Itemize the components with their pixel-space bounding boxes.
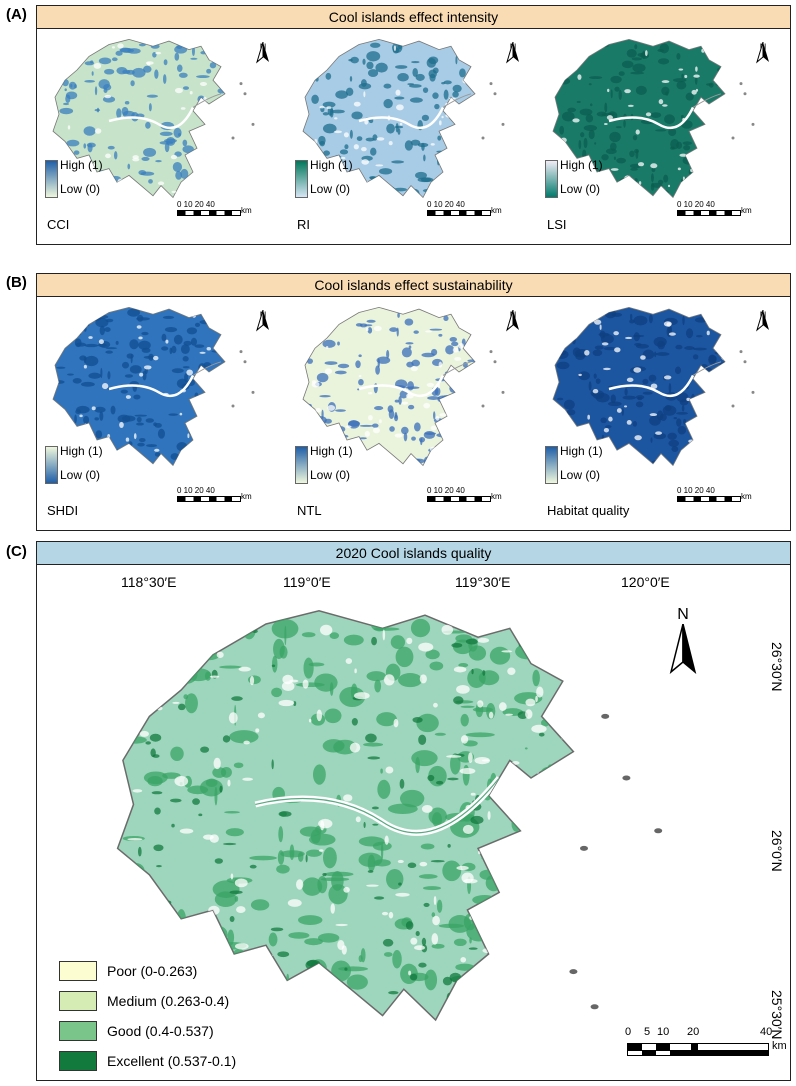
- quality-legend: Poor (0-0.263) Medium (0.263-0.4) Good (…: [59, 956, 236, 1076]
- main-north-arrow: N: [665, 606, 701, 679]
- map-habitat-quality: N High (1) Low (0) Habitat quality 0 10 20 4…: [541, 298, 789, 528]
- map-region-shape: [302, 306, 505, 467]
- panel-a-title: Cool islands effect intensity: [37, 6, 790, 29]
- legend-swatch-poor: [59, 961, 97, 981]
- map-region-shape: [52, 38, 255, 199]
- color-ramp: [45, 446, 58, 484]
- legend-high: High (1): [310, 158, 353, 172]
- lon-label-3: 119°30′E: [455, 574, 511, 590]
- scale-unit: km: [241, 492, 252, 501]
- lon-label-4: 120°0′E: [621, 574, 670, 590]
- color-ramp: [545, 446, 558, 484]
- legend-low: Low (0): [560, 468, 601, 482]
- panel-c-frame: 2020 Cool islands quality 118°30′E 119°0…: [36, 541, 791, 1081]
- legend-low: Low (0): [60, 182, 101, 196]
- map-region-shape: [552, 306, 755, 467]
- scale-ticks: 0 10 20 40: [177, 486, 215, 495]
- map-cci: N High (1) Low (0) CCI 0 10 20 40 km: [41, 30, 289, 242]
- north-arrow-icon: [256, 42, 269, 64]
- scale-unit: km: [241, 206, 252, 215]
- north-arrow: N: [753, 42, 773, 64]
- scale-unit: km: [741, 492, 752, 501]
- north-arrow-icon: [506, 310, 519, 332]
- scale-ticks: 0 10 20 40: [177, 200, 215, 209]
- map-region-shape: [552, 38, 755, 199]
- color-ramp: [295, 160, 308, 198]
- legend-item-excellent: Excellent (0.537-0.1): [59, 1046, 236, 1076]
- map-name: LSI: [547, 217, 567, 232]
- legend-item-poor: Poor (0-0.263): [59, 956, 236, 986]
- map-lsi: N High (1) Low (0) LSI 0 10 20 40 km: [541, 30, 789, 242]
- main-scale-bar: 0 5 10 20 40 km: [625, 1026, 787, 1066]
- map-name: SHDI: [47, 503, 79, 518]
- scale-tick-10: 10: [657, 1026, 670, 1038]
- color-ramp: [295, 446, 308, 484]
- panel-b-title: Cool islands effect sustainability: [37, 274, 790, 297]
- north-arrow-icon: [756, 42, 769, 64]
- main-map: [116, 610, 663, 1022]
- panel-b-label: (B): [6, 274, 27, 291]
- scale-tick-20: 20: [687, 1026, 700, 1038]
- lon-label-1: 118°30′E: [121, 574, 177, 590]
- panel-c-label: (C): [6, 543, 27, 560]
- map-shdi: N High (1) Low (0) SHDI 0 10 20 40 km: [41, 298, 289, 528]
- scale-unit: km: [491, 206, 502, 215]
- map-name: NTL: [297, 503, 322, 518]
- scale-bar: 0 10 20 40 km: [177, 486, 252, 506]
- north-arrow: N: [503, 310, 523, 332]
- map-name: Habitat quality: [547, 503, 630, 518]
- legend-low: Low (0): [60, 468, 101, 482]
- legend-low: Low (0): [310, 182, 351, 196]
- scale-unit: km: [772, 1040, 787, 1052]
- scale-bar: 0 10 20 40 km: [677, 200, 752, 220]
- legend-high: High (1): [310, 444, 353, 458]
- map-region-shape: [52, 306, 255, 467]
- north-arrow-icon: [669, 623, 697, 675]
- lon-label-2: 119°0′E: [283, 574, 331, 590]
- map-name: RI: [297, 217, 310, 232]
- map-region-shape: [302, 38, 505, 199]
- panel-a-frame: Cool islands effect intensity N High (1) L…: [36, 5, 791, 245]
- scale-unit: km: [491, 492, 502, 501]
- scale-bar: 0 10 20 40 km: [177, 200, 252, 220]
- scale-bar: 0 10 20 40 km: [427, 486, 502, 506]
- legend-swatch-medium: [59, 991, 97, 1011]
- legend-high: High (1): [560, 444, 603, 458]
- scale-tick-5: 5: [644, 1026, 651, 1038]
- panel-b-frame: Cool islands effect sustainability N High…: [36, 273, 791, 531]
- legend-swatch-excellent: [59, 1051, 97, 1071]
- north-arrow: N: [503, 42, 523, 64]
- scale-ticks: 0 10 20 40: [677, 486, 715, 495]
- legend-swatch-good: [59, 1021, 97, 1041]
- panel-c-title: 2020 Cool islands quality: [37, 542, 790, 565]
- panel-a-label: (A): [6, 6, 27, 23]
- legend-high: High (1): [60, 158, 103, 172]
- map-ri: N High (1) Low (0) RI 0 10 20 40 km: [291, 30, 539, 242]
- scale-unit: km: [741, 206, 752, 215]
- north-arrow: N: [753, 310, 773, 332]
- legend-low: Low (0): [560, 182, 601, 196]
- legend-item-good: Good (0.4-0.537): [59, 1016, 236, 1046]
- color-ramp: [545, 160, 558, 198]
- legend-item-medium: Medium (0.263-0.4): [59, 986, 236, 1016]
- scale-bar: 0 10 20 40 km: [427, 200, 502, 220]
- scale-tick-0: 0: [625, 1026, 632, 1038]
- north-arrow-icon: [506, 42, 519, 64]
- map-ntl: N High (1) Low (0) NTL 0 10 20 40 km: [291, 298, 539, 528]
- legend-high: High (1): [560, 158, 603, 172]
- legend-low: Low (0): [310, 468, 351, 482]
- scale-tick-40: 40: [760, 1026, 773, 1038]
- scale-ticks: 0 10 20 40: [427, 486, 465, 495]
- north-letter: N: [677, 606, 689, 623]
- north-arrow: N: [253, 310, 273, 332]
- legend-high: High (1): [60, 444, 103, 458]
- north-arrow-icon: [756, 310, 769, 332]
- scale-ticks: 0 10 20 40: [677, 200, 715, 209]
- north-arrow-icon: [256, 310, 269, 332]
- scale-ticks: 0 10 20 40: [427, 200, 465, 209]
- north-arrow: N: [253, 42, 273, 64]
- scale-bar: 0 10 20 40 km: [677, 486, 752, 506]
- color-ramp: [45, 160, 58, 198]
- map-name: CCI: [47, 217, 70, 232]
